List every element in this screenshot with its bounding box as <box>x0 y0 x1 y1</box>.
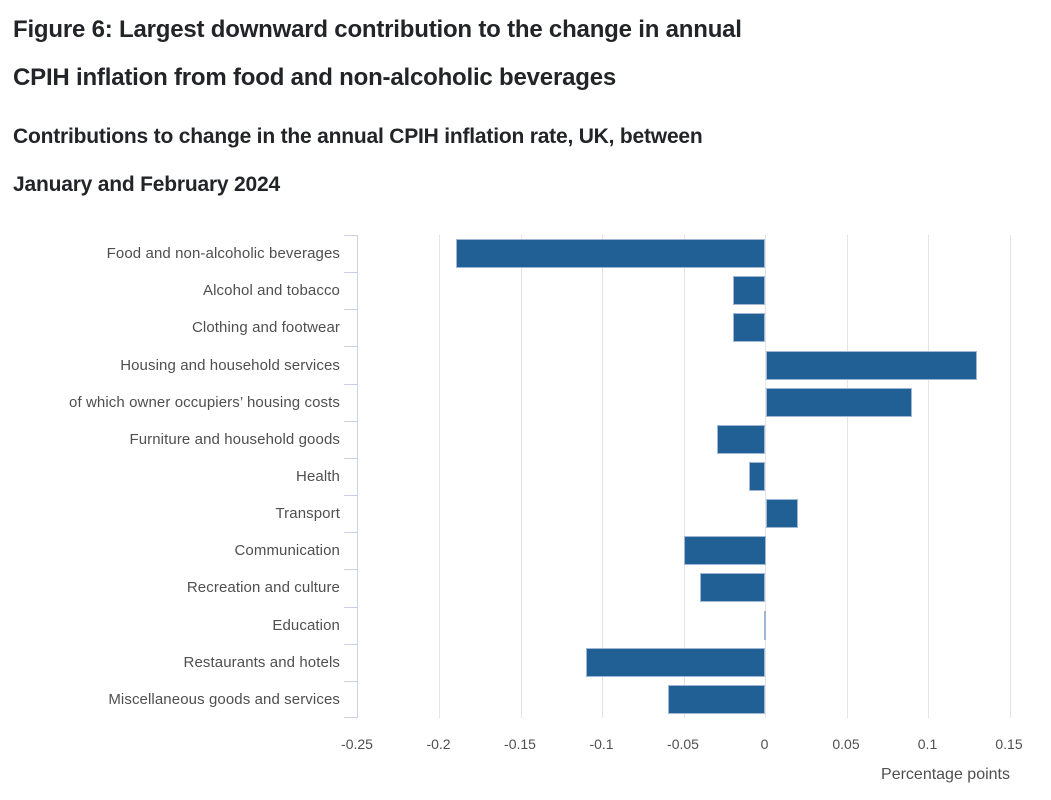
chart-bar <box>684 536 766 566</box>
x-tick-label: 0.05 <box>832 736 860 752</box>
category-label: Furniture and household goods <box>129 430 340 448</box>
x-axis-tick-labels: -0.25 -0.2 -0.15 -0.1 -0.05 0 0.05 0.1 0.15 <box>341 736 1023 756</box>
chart-bar <box>765 499 799 529</box>
x-tick-label: -0.05 <box>667 736 699 752</box>
gridline <box>520 235 522 718</box>
category-label: Education <box>272 616 340 634</box>
gridline <box>928 235 929 718</box>
plot-area <box>344 235 1011 718</box>
x-tick-label: -0.1 <box>589 736 614 752</box>
chart-subtitle-line-1: Contributions to change in the annual CP… <box>13 125 703 148</box>
y-axis-tick <box>344 309 357 310</box>
y-axis-tick <box>344 607 357 608</box>
chart-bar <box>700 573 766 603</box>
chart-title-line-2: CPIH inflation from food and non-alcohol… <box>13 64 616 91</box>
y-axis-tick <box>344 644 357 645</box>
x-tick-label: -0.15 <box>504 736 536 752</box>
y-axis-tick <box>344 569 357 570</box>
y-axis-tick <box>344 346 357 347</box>
x-tick-label: -0.2 <box>426 736 451 752</box>
chart-subtitle: Contributions to change in the annual CP… <box>13 113 703 209</box>
x-axis-title: Percentage points <box>881 766 1010 783</box>
y-axis-tick <box>344 495 357 496</box>
category-label: Health <box>296 467 340 485</box>
category-label: Restaurants and hotels <box>183 653 340 671</box>
x-tick-label: 0 <box>760 736 769 752</box>
chart-bar <box>765 350 978 380</box>
category-label: Food and non-alcoholic beverages <box>106 245 340 263</box>
y-axis-tick <box>344 235 357 236</box>
category-axis-labels: Food and non-alcoholic beverages Alcohol … <box>0 235 340 718</box>
chart-title: Figure 6: Largest downward contribution … <box>13 6 742 102</box>
category-label: Communication <box>234 542 340 560</box>
gridline <box>765 235 766 718</box>
category-label: Housing and household services <box>120 356 340 374</box>
chart-bar <box>716 424 766 454</box>
chart-bar <box>749 462 766 491</box>
category-label: Transport <box>275 505 340 523</box>
gridline <box>439 235 440 718</box>
category-label: of which owner occupiers’ housing costs <box>69 393 340 411</box>
gridline <box>846 235 848 718</box>
chart-bar <box>732 276 766 306</box>
category-label: Miscellaneous goods and services <box>108 690 340 708</box>
chart-title-line-1: Figure 6: Largest downward contribution … <box>13 16 742 43</box>
category-label: Recreation and culture <box>186 579 340 597</box>
y-axis-tick <box>344 532 357 533</box>
x-tick-label: 0.15 <box>995 736 1023 752</box>
y-axis-tick <box>344 421 357 422</box>
y-axis-tick <box>344 717 357 718</box>
chart-bar <box>763 610 766 640</box>
chart-bar <box>732 313 766 343</box>
chart-bar <box>765 387 913 417</box>
y-axis-tick <box>344 458 357 459</box>
category-label: Clothing and footwear <box>191 319 340 337</box>
y-axis-tick <box>344 384 357 385</box>
chart-bar <box>455 239 766 269</box>
chart-subtitle-line-2: January and February 2024 <box>13 173 280 196</box>
x-tick-label: 0.1 <box>917 736 938 752</box>
chart-bar <box>586 647 766 677</box>
gridline <box>683 235 685 718</box>
y-axis-tick <box>344 681 357 682</box>
chart-bar <box>667 684 766 714</box>
category-label: Alcohol and tobacco <box>203 282 340 300</box>
y-axis-tick <box>344 272 357 273</box>
gridline <box>1009 235 1011 718</box>
gridline <box>602 235 603 718</box>
x-tick-label: -0.25 <box>341 736 373 752</box>
